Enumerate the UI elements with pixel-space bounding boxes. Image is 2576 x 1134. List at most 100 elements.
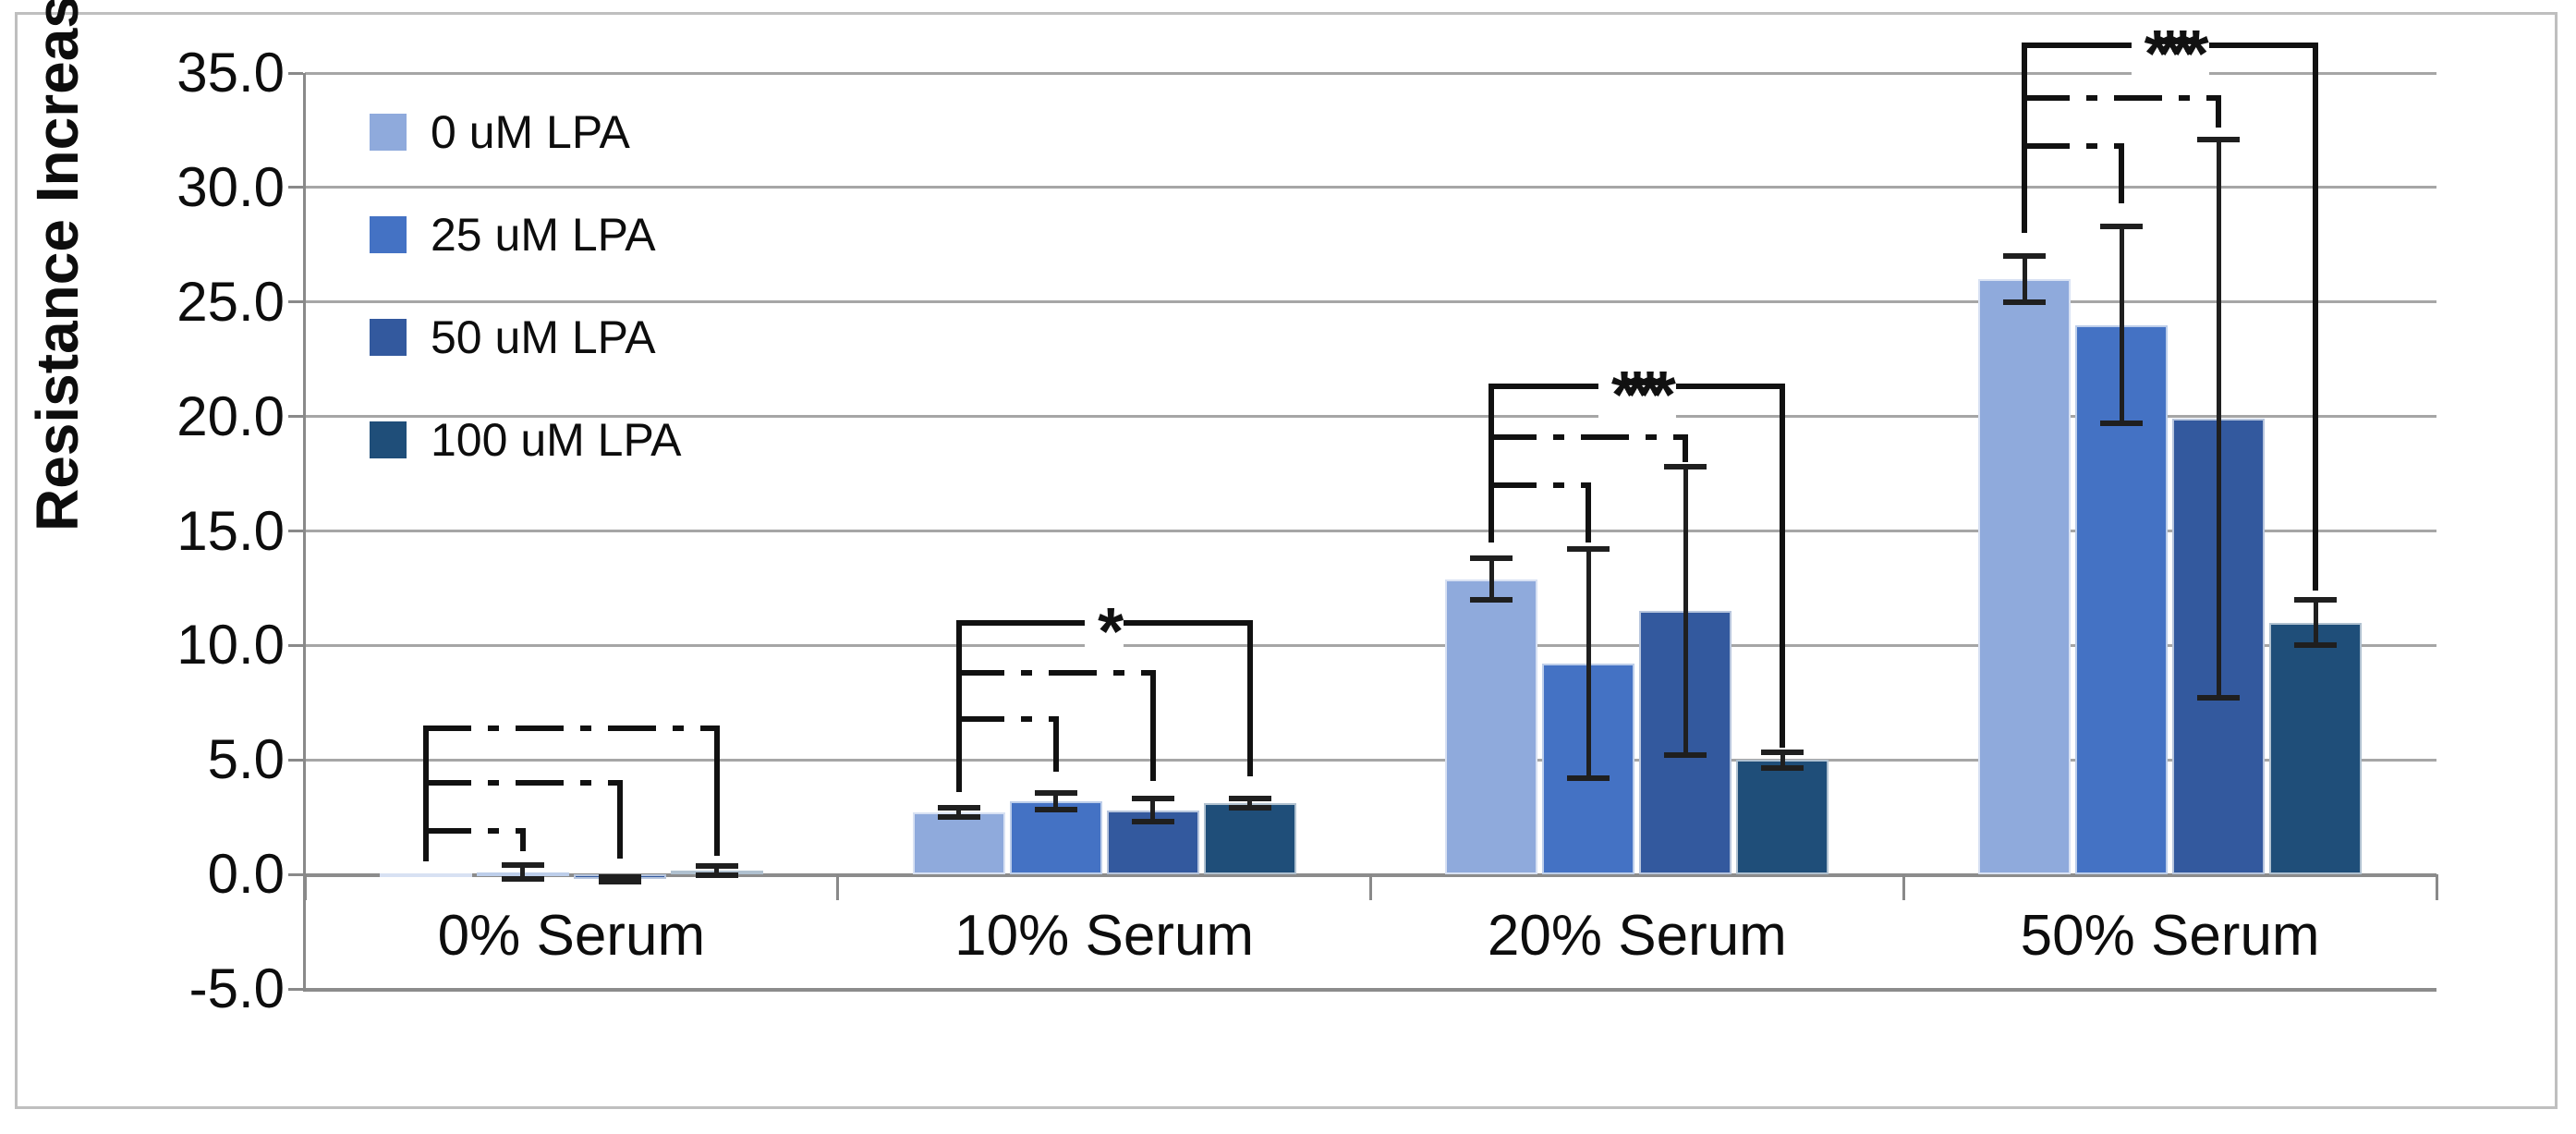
error-bar-cap: [501, 862, 544, 869]
y-tick-label: 30.0: [176, 155, 285, 218]
significance-bracket-line: [1488, 433, 1689, 440]
gridline: [305, 758, 2436, 762]
significance-bracket-right-arm: [2119, 143, 2125, 204]
significance-bracket-right-arm: [519, 828, 526, 852]
error-bar-cap: [1761, 749, 1804, 755]
legend-item: 100 uM LPA: [370, 414, 682, 466]
error-bar-cap: [2197, 136, 2241, 142]
y-axis-tick: [288, 758, 303, 762]
category-boundary-tick: [836, 874, 840, 901]
category-label: 20% Serum: [1487, 904, 1787, 969]
bar: [1445, 579, 1538, 875]
y-axis-tick: [288, 987, 303, 991]
legend-swatch: [370, 216, 407, 253]
y-tick-label: 10.0: [176, 614, 285, 677]
error-bar-cap: [1567, 546, 1610, 553]
error-bar-cap: [2100, 421, 2144, 427]
legend-label: 0 uM LPA: [431, 106, 630, 158]
significance-bracket-line: [2022, 95, 2222, 102]
significance-bracket-line: [422, 828, 526, 835]
y-tick-label: 35.0: [176, 42, 285, 104]
legend-label: 100 uM LPA: [431, 414, 682, 466]
significance-bracket-left-arm: [1488, 384, 1495, 543]
significance-bracket-right-arm: [1586, 482, 1592, 543]
error-bar-cap: [1470, 596, 1513, 603]
category-boundary-tick: [2435, 874, 2438, 901]
significance-bracket-line: [955, 715, 1059, 722]
significance-bracket-right-arm: [1246, 619, 1253, 776]
category-boundary-tick: [1902, 874, 1905, 901]
error-bar-cap: [695, 872, 738, 879]
significance-bracket-right-arm: [1052, 715, 1059, 772]
error-bar-cap: [598, 873, 641, 880]
significance-bracket-line: [422, 780, 623, 786]
significance-bracket-right-arm: [2216, 95, 2222, 128]
legend-swatch: [370, 421, 407, 458]
y-axis-tick: [288, 872, 303, 876]
y-tick-label: 25.0: [176, 270, 285, 333]
gridline: [305, 415, 2436, 419]
error-bar: [956, 808, 962, 818]
significance-bracket-left-arm: [2022, 43, 2028, 234]
error-bar: [714, 866, 720, 876]
significance-bracket-right-arm: [1780, 384, 1786, 748]
error-bar-cap: [1034, 806, 1077, 812]
bar: [1978, 278, 2072, 875]
y-axis-line: [303, 73, 306, 992]
significance-bracket-left-arm: [955, 619, 962, 792]
legend-label: 50 uM LPA: [431, 311, 656, 363]
legend-swatch: [370, 114, 407, 151]
error-bar: [520, 865, 526, 880]
significance-bracket-right-arm: [1683, 433, 1689, 463]
significance-bracket-right-arm: [713, 725, 720, 857]
y-axis-tick: [288, 415, 303, 419]
legend-label: 25 uM LPA: [431, 209, 656, 261]
bar: [1736, 760, 1829, 875]
error-bar-cap: [1664, 464, 1707, 470]
significance-bracket-right-arm: [1149, 670, 1156, 781]
error-bar: [1586, 549, 1591, 779]
error-bar: [1150, 799, 1156, 823]
gridline: [305, 643, 2436, 647]
error-bar-cap: [501, 876, 544, 883]
gridline: [305, 987, 2436, 992]
error-bar-cap: [1470, 555, 1513, 562]
error-bar-cap: [1664, 752, 1707, 759]
chart-border: [15, 12, 2558, 1109]
y-tick-label: -5.0: [188, 957, 285, 1019]
y-tick-label: 0.0: [207, 843, 285, 906]
gridline: [305, 186, 2436, 189]
legend-item: 50 uM LPA: [370, 311, 656, 363]
bar: [379, 872, 472, 877]
error-bar-cap: [2294, 596, 2338, 603]
significance-bracket-line: [1488, 482, 1592, 488]
error-bar-cap: [598, 878, 641, 884]
error-bar-cap: [1567, 775, 1610, 782]
legend-swatch: [370, 319, 407, 356]
error-bar-cap: [695, 863, 738, 870]
error-bar-cap: [1228, 805, 1271, 811]
error-bar-cap: [1761, 764, 1804, 771]
category-label: 50% Serum: [2020, 904, 2320, 969]
error-bar: [1247, 799, 1253, 809]
error-bar: [1780, 751, 1785, 768]
significance-bracket-left-arm: [422, 725, 429, 862]
significance-bracket-line: [955, 670, 1156, 677]
error-bar: [2119, 226, 2124, 424]
gridline: [305, 530, 2436, 532]
y-axis-tick: [288, 71, 303, 75]
y-tick-label: 5.0: [207, 728, 285, 791]
y-axis-tick: [288, 530, 303, 532]
error-bar: [1683, 467, 1688, 756]
plot-area: 35.0 30.0 25.0 20.0 15.0 10.0 5.0 0.0 -5.0 * **** *…: [176, 21, 2438, 1017]
significance-bracket-right-arm: [2313, 43, 2319, 591]
legend-item: 25 uM LPA: [370, 209, 656, 261]
error-bar-cap: [1034, 790, 1077, 797]
category-label: 0% Serum: [437, 904, 706, 969]
error-bar-cap: [2294, 642, 2338, 649]
error-bar: [2216, 139, 2221, 699]
error-bar-cap: [937, 805, 980, 811]
error-bar: [2313, 599, 2318, 646]
significance-stars: *: [1085, 598, 1124, 665]
